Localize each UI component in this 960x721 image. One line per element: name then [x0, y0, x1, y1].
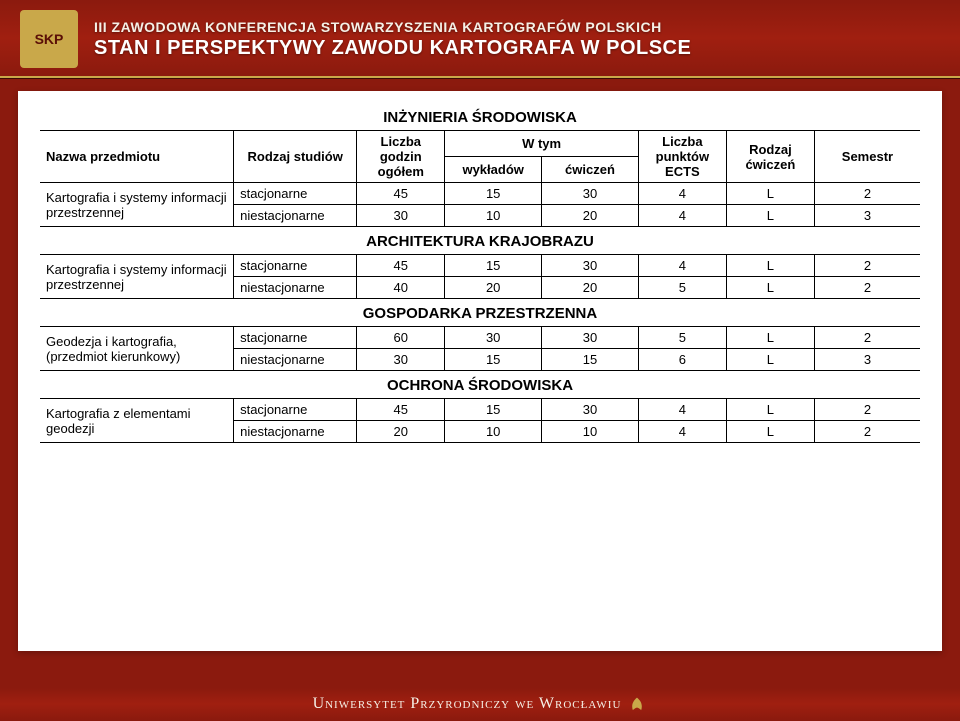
th-exercises: ćwiczeń: [542, 157, 639, 183]
cell-kind: L: [726, 327, 814, 349]
table-row: Kartografia i systemy informacji przestr…: [40, 255, 920, 277]
cell-ects: 4: [638, 255, 726, 277]
cell-subject: Geodezja i kartografia, (przedmiot kieru…: [40, 327, 234, 371]
cell-sem: 2: [814, 327, 920, 349]
cell-total: 40: [357, 277, 445, 299]
cell-kind: L: [726, 421, 814, 443]
cell-lec: 15: [445, 255, 542, 277]
section-title-0: INŻYNIERIA ŚRODOWISKA: [40, 109, 920, 126]
curriculum-rows-2: Geodezja i kartografia, (przedmiot kieru…: [40, 326, 920, 371]
cell-kind: L: [726, 255, 814, 277]
th-hours-total: Liczba godzin ogółem: [357, 131, 445, 183]
header-divider-dark: [0, 78, 960, 79]
cell-sem: 2: [814, 183, 920, 205]
cell-ects: 5: [638, 327, 726, 349]
section-title-3: OCHRONA ŚRODOWISKA: [40, 377, 920, 394]
cell-mode: niestacjonarne: [234, 421, 357, 443]
cell-ects: 4: [638, 399, 726, 421]
cell-ex: 30: [542, 399, 639, 421]
cell-total: 20: [357, 421, 445, 443]
leaf-icon: [627, 696, 647, 716]
th-semester: Semestr: [814, 131, 920, 183]
cell-total: 45: [357, 255, 445, 277]
cell-ex: 20: [542, 205, 639, 227]
curriculum-rows-1: Kartografia i systemy informacji przestr…: [40, 254, 920, 299]
cell-total: 30: [357, 349, 445, 371]
cell-ex: 30: [542, 255, 639, 277]
cell-lec: 30: [445, 327, 542, 349]
cell-sem: 3: [814, 349, 920, 371]
conference-subtitle: III ZAWODOWA KONFERENCJA STOWARZYSZENIA …: [94, 19, 940, 35]
cell-lec: 15: [445, 399, 542, 421]
cell-sem: 2: [814, 421, 920, 443]
cell-ects: 4: [638, 183, 726, 205]
cell-lec: 20: [445, 277, 542, 299]
cell-sem: 2: [814, 277, 920, 299]
section-title-1: ARCHITEKTURA KRAJOBRAZU: [40, 233, 920, 250]
th-ex-kind: Rodzaj ćwiczeń: [726, 131, 814, 183]
cell-ex: 10: [542, 421, 639, 443]
cell-ects: 5: [638, 277, 726, 299]
footer-banner: Uniwersytet Przyrodniczy we Wrocławiu: [0, 688, 960, 720]
th-subject: Nazwa przedmiotu: [40, 131, 234, 183]
title-block: III ZAWODOWA KONFERENCJA STOWARZYSZENIA …: [94, 19, 940, 60]
cell-subject: Kartografia z elementami geodezji: [40, 399, 234, 443]
cell-mode: stacjonarne: [234, 183, 357, 205]
cell-subject: Kartografia i systemy informacji przestr…: [40, 255, 234, 299]
cell-lec: 15: [445, 349, 542, 371]
table-row: Geodezja i kartografia, (przedmiot kieru…: [40, 327, 920, 349]
cell-kind: L: [726, 205, 814, 227]
cell-kind: L: [726, 277, 814, 299]
cell-lec: 10: [445, 205, 542, 227]
header-banner: SKP III ZAWODOWA KONFERENCJA STOWARZYSZE…: [0, 0, 960, 76]
cell-ex: 20: [542, 277, 639, 299]
th-lectures: wykładów: [445, 157, 542, 183]
cell-total: 45: [357, 399, 445, 421]
cell-total: 30: [357, 205, 445, 227]
table-row: Kartografia i systemy informacji przestr…: [40, 183, 920, 205]
cell-ex: 30: [542, 327, 639, 349]
table-row: Kartografia z elementami geodezji stacjo…: [40, 399, 920, 421]
cell-kind: L: [726, 399, 814, 421]
cell-total: 60: [357, 327, 445, 349]
cell-kind: L: [726, 183, 814, 205]
cell-mode: stacjonarne: [234, 399, 357, 421]
cell-ex: 30: [542, 183, 639, 205]
cell-ex: 15: [542, 349, 639, 371]
cell-ects: 4: [638, 205, 726, 227]
cell-sem: 3: [814, 205, 920, 227]
cell-total: 45: [357, 183, 445, 205]
th-in-which: W tym: [445, 131, 639, 157]
curriculum-header-table: Nazwa przedmiotu Rodzaj studiów Liczba g…: [40, 130, 920, 183]
cell-mode: stacjonarne: [234, 255, 357, 277]
curriculum-rows-3: Kartografia z elementami geodezji stacjo…: [40, 398, 920, 443]
conference-logo: SKP: [20, 10, 78, 68]
cell-lec: 10: [445, 421, 542, 443]
footer-university-name: Uniwersytet Przyrodniczy we Wrocławiu: [313, 695, 622, 713]
cell-kind: L: [726, 349, 814, 371]
cell-subject: Kartografia i systemy informacji przestr…: [40, 183, 234, 227]
slide-content: INŻYNIERIA ŚRODOWISKA Nazwa przedmiotu R…: [18, 91, 942, 651]
cell-mode: niestacjonarne: [234, 349, 357, 371]
conference-title: STAN I PERSPEKTYWY ZAWODU KARTOGRAFA W P…: [94, 37, 940, 60]
cell-ects: 4: [638, 421, 726, 443]
cell-mode: stacjonarne: [234, 327, 357, 349]
cell-lec: 15: [445, 183, 542, 205]
cell-ects: 6: [638, 349, 726, 371]
th-ects: Liczba punktów ECTS: [638, 131, 726, 183]
th-mode: Rodzaj studiów: [234, 131, 357, 183]
curriculum-rows-0: Kartografia i systemy informacji przestr…: [40, 183, 920, 227]
section-title-2: GOSPODARKA PRZESTRZENNA: [40, 305, 920, 322]
cell-sem: 2: [814, 399, 920, 421]
cell-mode: niestacjonarne: [234, 277, 357, 299]
cell-sem: 2: [814, 255, 920, 277]
cell-mode: niestacjonarne: [234, 205, 357, 227]
